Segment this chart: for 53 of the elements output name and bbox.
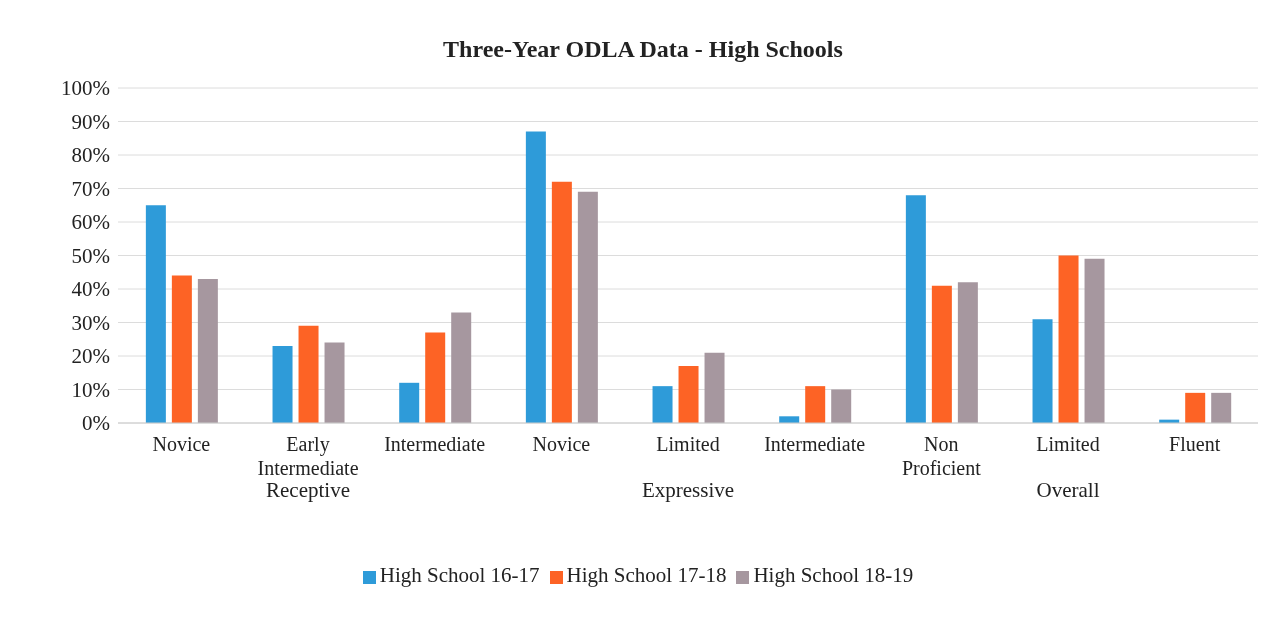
bar [1032, 319, 1053, 423]
bar [678, 366, 699, 423]
bar [779, 416, 800, 423]
y-tick-label: 0% [82, 411, 110, 436]
y-tick-label: 30% [71, 310, 110, 335]
y-tick-label: 90% [71, 109, 110, 134]
bar [1185, 392, 1206, 423]
bar [298, 325, 319, 423]
text: Expressive [640, 478, 736, 503]
bar [171, 275, 192, 423]
x-tick-label: Intermediate [384, 433, 486, 455]
x-tick-label: Limited [1036, 433, 1100, 455]
text: Receptive [265, 478, 351, 503]
bar [652, 386, 673, 423]
bar [197, 278, 218, 423]
bar [272, 345, 293, 423]
bar [1211, 392, 1232, 423]
bar [525, 131, 546, 423]
legend-label: High School 18-19 [753, 563, 914, 587]
bar [704, 352, 725, 423]
y-tick-label: 70% [71, 176, 110, 201]
x-tick-label: Early Intermediate [257, 433, 359, 479]
bar [451, 312, 472, 423]
bar [577, 191, 598, 423]
y-tick-label: 60% [71, 210, 110, 235]
text: Overall [1035, 478, 1101, 503]
legend-label: High School 16-17 [379, 563, 540, 587]
x-tick-label: Limited [656, 433, 720, 455]
bar [324, 342, 345, 423]
y-tick-label: 10% [71, 377, 110, 402]
x-tick-label: Non Proficient [901, 433, 982, 479]
legend-label: High School 17-18 [566, 563, 727, 587]
bar [399, 382, 420, 423]
x-tick-label: Intermediate [764, 433, 866, 455]
bar [957, 282, 978, 423]
bar [931, 285, 952, 423]
y-tick-label: 20% [71, 344, 110, 369]
y-tick-label: 100% [61, 76, 110, 101]
x-tick-label: Novice [532, 433, 591, 455]
bar [145, 205, 166, 423]
bar [551, 181, 572, 423]
x-tick-label: Novice [152, 433, 211, 455]
chart-title: Three-Year ODLA Data - High Schools [442, 36, 844, 63]
y-tick-label: 40% [71, 277, 110, 302]
bar [805, 386, 826, 423]
bar [905, 195, 926, 423]
y-tick-label: 50% [71, 243, 110, 268]
bar [425, 332, 446, 423]
x-tick-label: Fluent [1169, 433, 1221, 455]
bar [1084, 258, 1105, 423]
y-tick-label: 80% [71, 143, 110, 168]
bar [1058, 255, 1079, 423]
bar [831, 389, 852, 423]
